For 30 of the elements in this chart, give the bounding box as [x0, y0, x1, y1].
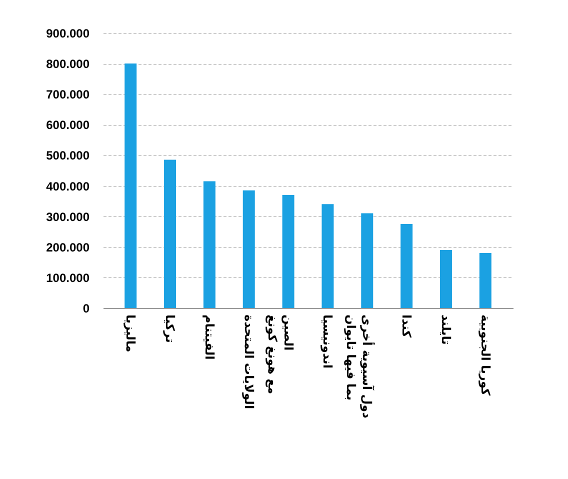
x-tick-label: اندونيسيا	[320, 314, 335, 369]
bar	[282, 194, 294, 308]
x-tick-label: الصين مع هونغ كونغ	[265, 314, 296, 394]
bar	[124, 64, 137, 308]
x-tick-label: كوريا الجنوبية	[478, 314, 492, 396]
y-tick-label: 700.000	[46, 88, 90, 102]
bar	[479, 253, 492, 308]
x-tick-label: كندا	[400, 314, 414, 338]
bar	[164, 160, 176, 308]
y-tick-label: 600.000	[46, 118, 90, 132]
x-tick-label: الولايات المتحدة	[242, 314, 256, 410]
y-tick-label: 200.000	[46, 240, 90, 254]
bar	[361, 213, 374, 308]
bar	[242, 190, 255, 308]
x-tick-label: الفيتنام	[202, 314, 216, 360]
y-tick-label: 500.000	[46, 148, 90, 163]
y-tick-label: 100.000	[46, 270, 90, 285]
x-tick-label: دول آسيوية أخرى بما فيها تايوان	[344, 314, 376, 418]
y-tick-label: 0	[82, 302, 90, 316]
bar	[203, 181, 216, 308]
x-tick-label: تايلند	[438, 314, 453, 345]
bar	[322, 204, 334, 308]
y-tick-label: 900.000	[46, 26, 90, 40]
x-tick-label: ماليزيا	[124, 314, 138, 352]
bar	[400, 224, 413, 308]
y-tick-label: 400.000	[46, 179, 90, 194]
y-tick-label: 300.000	[46, 210, 90, 224]
y-tick-label: 800.000	[46, 57, 90, 72]
x-tick-label: تركيا	[163, 314, 178, 343]
bar	[440, 250, 452, 308]
